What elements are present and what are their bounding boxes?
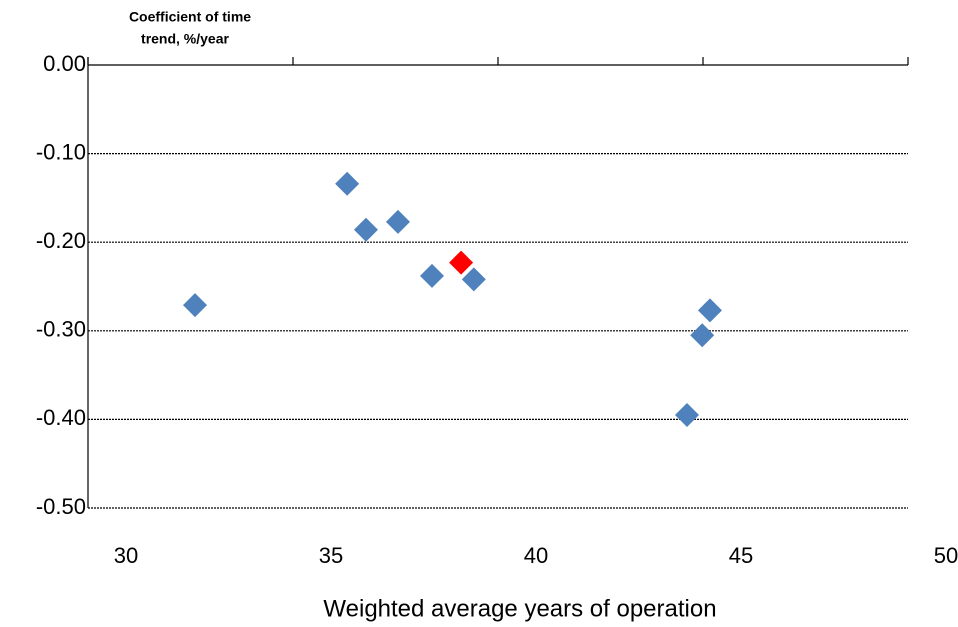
data-point — [385, 209, 410, 234]
x-tick-label: 35 — [319, 543, 343, 568]
data-point — [690, 323, 715, 348]
y-tick-label: -0.50 — [36, 494, 86, 519]
y-tick-label: -0.40 — [36, 405, 86, 430]
y-tick-label: -0.30 — [36, 317, 86, 342]
data-point — [353, 217, 378, 242]
data-point — [183, 293, 208, 318]
y-tick-label: -0.10 — [36, 139, 86, 164]
x-tick-label: 30 — [114, 543, 138, 568]
data-point — [335, 171, 360, 196]
x-tick-label: 40 — [524, 543, 548, 568]
x-tick-label: 45 — [729, 543, 753, 568]
data-point — [419, 263, 444, 288]
y-tick-label: 0.00 — [43, 51, 86, 76]
y-tick-label: -0.20 — [36, 228, 86, 253]
data-point — [675, 402, 700, 427]
data-point — [461, 267, 486, 292]
x-axis-label: Weighted average years of operation — [323, 595, 716, 622]
y-axis-label: trend, %/year — [141, 31, 229, 47]
y-axis-label: Coefficient of time — [129, 9, 251, 25]
data-point — [697, 298, 722, 323]
x-tick-label: 50 — [934, 543, 958, 568]
data-point — [449, 250, 474, 275]
